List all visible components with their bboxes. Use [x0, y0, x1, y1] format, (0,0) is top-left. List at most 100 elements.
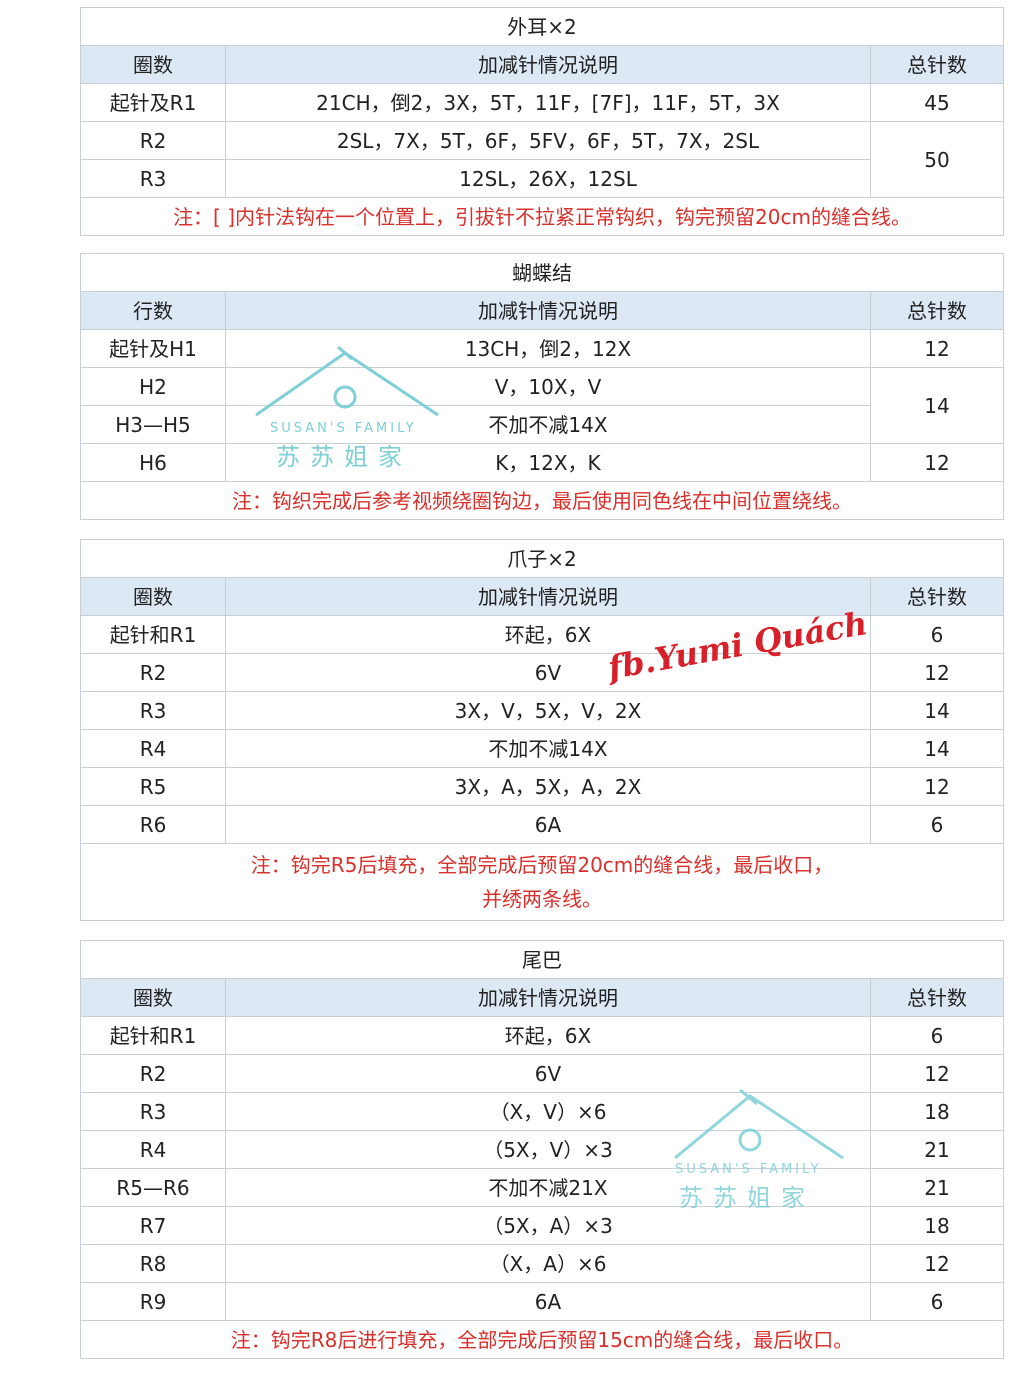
- round-cell: R5—R6: [80, 1168, 226, 1207]
- description-cell: 不加不减14X: [225, 729, 871, 768]
- description-cell: 12SL，26X，12SL: [225, 159, 871, 198]
- table-row: R4 （5X，V）×3 21: [80, 1130, 1005, 1169]
- round-cell: 起针和R1: [80, 1016, 226, 1055]
- description-cell: 2SL，7X，5T，6F，5FV，6F，5T，7X，2SL: [225, 121, 871, 160]
- total-cell: 18: [869, 1206, 1005, 1245]
- table-row: H3—H5 不加不减14X: [80, 405, 1004, 444]
- round-cell: H3—H5: [80, 405, 226, 444]
- table-row: R2 2SL，7X，5T，6F，5FV，6F，5T，7X，2SL 50: [80, 121, 1005, 198]
- round-cell: R3: [80, 1092, 226, 1131]
- total-cell: 14: [869, 691, 1005, 730]
- description-cell: 不加不减21X: [225, 1168, 871, 1207]
- description-cell: 3X，V，5X，V，2X: [225, 691, 871, 730]
- description-cell: 不加不减14X: [225, 405, 871, 444]
- description-cell: 6V: [225, 1054, 871, 1093]
- total-cell: 18: [869, 1092, 1005, 1131]
- column-header-round: 圈数: [80, 978, 226, 1017]
- round-cell: R2: [80, 121, 226, 160]
- round-cell: R6: [80, 805, 226, 844]
- description-cell: 6A: [225, 1282, 871, 1321]
- table-row: 起针及R1 21CH，倒2，3X，5T，11F，[7F]，11F，5T，3X 45: [80, 83, 1005, 122]
- description-cell: （5X，A）×3: [225, 1206, 871, 1245]
- round-cell: R5: [80, 767, 226, 806]
- table-row: R4 不加不减14X 14: [80, 729, 1005, 768]
- total-cell: 45: [869, 83, 1005, 122]
- description-cell: 21CH，倒2，3X，5T，11F，[7F]，11F，5T，3X: [225, 83, 871, 122]
- total-cell: 12: [869, 653, 1005, 692]
- description-cell: 13CH，倒2，12X: [225, 329, 871, 368]
- note-line: 注：钩完R8后进行填充，全部完成后预留15cm的缝合线，最后收口。: [230, 1327, 854, 1352]
- round-cell: R3: [80, 691, 226, 730]
- description-cell: 6A: [225, 805, 871, 844]
- table-note: 注：钩完R8后进行填充，全部完成后预留15cm的缝合线，最后收口。: [79, 1320, 1005, 1359]
- total-cell: 6: [869, 805, 1005, 844]
- table-row: 起针及H1 13CH，倒2，12X 12: [80, 329, 1005, 368]
- table-header: 圈数 加减针情况说明 总针数: [80, 978, 1005, 1017]
- round-cell: H2: [80, 367, 226, 406]
- note-line: 注：钩完R5后填充，全部完成后预留20cm的缝合线，最后收口，: [250, 853, 834, 877]
- round-cell: R7: [80, 1206, 226, 1245]
- table-row: H6 K，12X，K 12: [80, 443, 1005, 482]
- column-header-description: 加减针情况说明: [225, 291, 871, 330]
- note-line: 注：钩织完成后参考视频绕圈钩边，最后使用同色线在中间位置绕线。: [232, 488, 852, 513]
- total-cell: 12: [869, 1244, 1005, 1283]
- column-header-round: 圈数: [80, 45, 226, 84]
- table-row: R3 3X，V，5X，V，2X 14: [80, 691, 1005, 730]
- column-header-description: 加减针情况说明: [225, 45, 871, 84]
- total-cell: 12: [869, 443, 1005, 482]
- pattern-table: 爪子×2 圈数 加减针情况说明 总针数 起针和R1 环起，6X 6 R2 6V 12 R3 3X，V，…: [79, 539, 1005, 921]
- table-row: R3 （X，V）×6 18: [80, 1092, 1005, 1131]
- description-cell: K，12X，K: [225, 443, 871, 482]
- total-cell: 12: [869, 1054, 1005, 1093]
- table-row: R8 （X，A）×6 12: [80, 1244, 1005, 1283]
- round-cell: R3: [80, 159, 226, 198]
- note-line: 注：[ ]内针法钩在一个位置上，引拔针不拉紧正常钩织，钩完预留20cm的缝合线。: [173, 204, 911, 229]
- column-header-description: 加减针情况说明: [225, 577, 871, 616]
- total-cell: 50: [869, 121, 1005, 198]
- table-note: 注：[ ]内针法钩在一个位置上，引拔针不拉紧正常钩织，钩完预留20cm的缝合线。: [79, 197, 1005, 236]
- note-line: 并绣两条线。: [482, 887, 603, 911]
- column-header-round: 圈数: [80, 577, 226, 616]
- pattern-table: 尾巴 圈数 加减针情况说明 总针数 起针和R1 环起，6X 6 R2 6V 12 R3 （X，V）×6…: [79, 940, 1005, 1359]
- column-header-total: 总针数: [869, 978, 1005, 1017]
- column-header-total: 总针数: [869, 45, 1005, 84]
- round-cell: R2: [80, 1054, 226, 1093]
- column-header-description: 加减针情况说明: [225, 978, 871, 1017]
- table-header: 行数 加减针情况说明 总针数: [80, 291, 1005, 330]
- table-row: R9 6A 6: [80, 1282, 1005, 1321]
- total-cell: 21: [869, 1130, 1005, 1169]
- total-cell: 12: [869, 329, 1005, 368]
- description-cell: 环起，6X: [225, 1016, 871, 1055]
- round-cell: 起针及R1: [80, 83, 226, 122]
- table-title: 尾巴: [79, 940, 1005, 979]
- round-cell: R2: [80, 653, 226, 692]
- table-title: 蝴蝶结: [79, 253, 1005, 292]
- table-title: 外耳×2: [79, 7, 1005, 46]
- pattern-table: 外耳×2 圈数 加减针情况说明 总针数 起针及R1 21CH，倒2，3X，5T，11F，[…: [79, 7, 1005, 236]
- table-row: 起针和R1 环起，6X 6: [80, 615, 1005, 654]
- description-cell: （X，V）×6: [225, 1092, 871, 1131]
- total-cell: 21: [869, 1168, 1005, 1207]
- table-row: R5 3X，A，5X，A，2X 12: [80, 767, 1005, 806]
- table-row: R6 6A 6: [80, 805, 1005, 844]
- table-note: 注：钩完R5后填充，全部完成后预留20cm的缝合线，最后收口， 并绣两条线。: [79, 843, 1005, 921]
- total-cell: 14: [869, 729, 1005, 768]
- table-row: 起针和R1 环起，6X 6: [80, 1016, 1005, 1055]
- table-header: 圈数 加减针情况说明 总针数: [80, 577, 1005, 616]
- round-cell: R8: [80, 1244, 226, 1283]
- table-row: R5—R6 不加不减21X 21: [80, 1168, 1005, 1207]
- table-row: H2 V，10X，V 14: [80, 367, 1005, 444]
- table-title: 爪子×2: [79, 539, 1005, 578]
- column-header-total: 总针数: [869, 577, 1005, 616]
- table-header: 圈数 加减针情况说明 总针数: [80, 45, 1005, 84]
- round-cell: R4: [80, 1130, 226, 1169]
- pattern-table: 蝴蝶结 行数 加减针情况说明 总针数 起针及H1 13CH，倒2，12X 12 H2 V，10X…: [79, 253, 1005, 520]
- table-row: R2 6V 12: [80, 1054, 1005, 1093]
- table-note: 注：钩织完成后参考视频绕圈钩边，最后使用同色线在中间位置绕线。: [79, 481, 1005, 520]
- round-cell: 起针和R1: [80, 615, 226, 654]
- total-cell: 6: [869, 1282, 1005, 1321]
- total-cell: 14: [869, 367, 1005, 444]
- total-cell: 12: [869, 767, 1005, 806]
- description-cell: 环起，6X: [225, 615, 871, 654]
- description-cell: （5X，V）×3: [225, 1130, 871, 1169]
